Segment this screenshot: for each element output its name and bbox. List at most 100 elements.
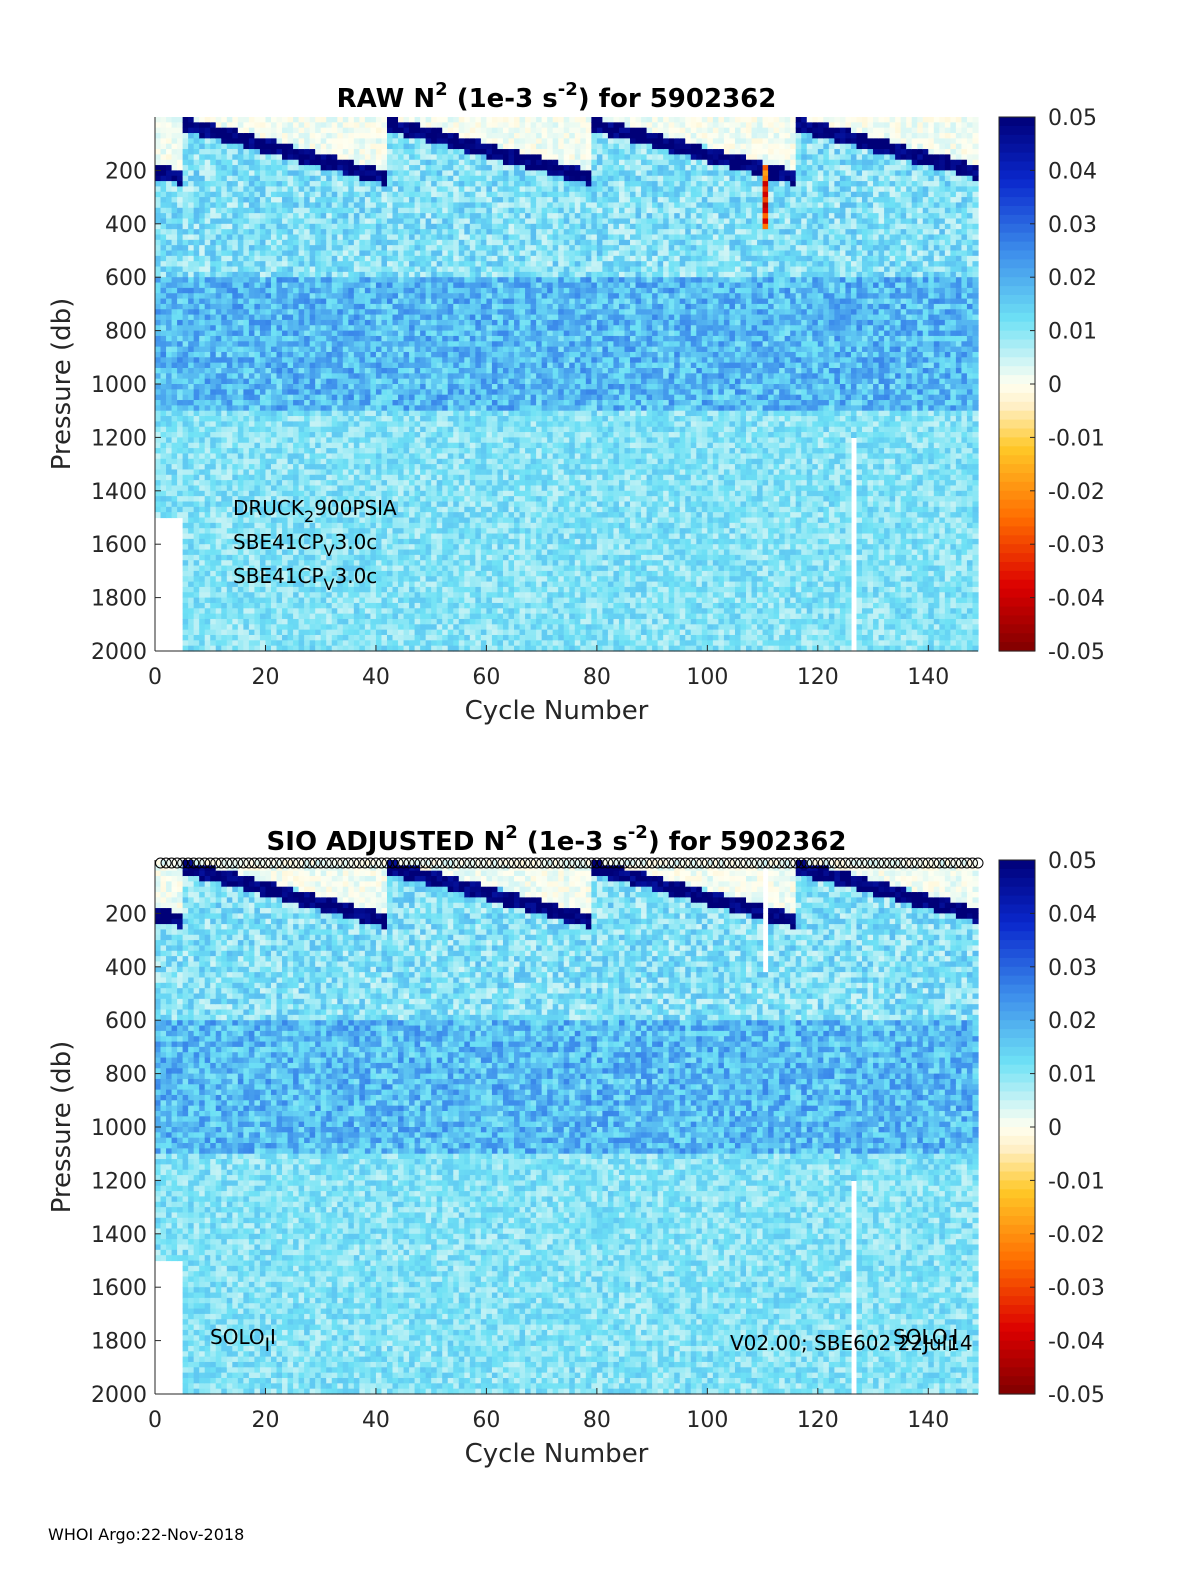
profile-marker	[348, 857, 360, 869]
profile-marker	[812, 857, 824, 869]
profile-marker	[188, 857, 200, 869]
profile-marker	[508, 857, 520, 869]
colorbar-step	[999, 1296, 1035, 1306]
colorbar-tick-label: -0.05	[1048, 640, 1105, 665]
colorbar-tick-label: 0.04	[1048, 902, 1097, 927]
colorbar-step	[999, 419, 1035, 430]
profile-marker	[889, 857, 901, 869]
y-tick-label: 1800	[91, 1330, 147, 1355]
chart-panel-1: 0 20 40 60 80 100 120 140 200 400 600 800 1000 1200 14…	[47, 79, 1105, 726]
colorbar-tick-label: -0.03	[1048, 533, 1105, 558]
colorbar-step	[999, 633, 1035, 643]
profile-marker	[596, 857, 608, 869]
profile-marker	[221, 857, 233, 869]
colorbar-step	[999, 170, 1035, 180]
colorbar: 0.05 0.04 0.03 0.02 0.01 0 -0.01 -0.02 -0.03 -0.0…	[998, 849, 1105, 1408]
profile-marker	[618, 857, 630, 869]
profile-marker	[784, 857, 796, 869]
colorbar-step	[999, 1073, 1035, 1084]
colorbar-step	[999, 499, 1035, 510]
colorbar-step	[999, 544, 1035, 554]
colorbar-step	[999, 535, 1035, 545]
colorbar-step	[999, 117, 1035, 127]
footer-text: WHOI Argo:22-Nov-2018	[48, 1525, 244, 1544]
colorbar-step	[999, 562, 1035, 572]
chart-title: RAW N2 (1e-3 s-2) for 5902362	[337, 79, 777, 114]
colorbar-step	[999, 312, 1035, 323]
colorbar-step	[999, 268, 1035, 278]
colorbar-tick-label: 0.03	[1048, 213, 1097, 238]
colorbar-step	[999, 1046, 1035, 1057]
profile-marker	[326, 857, 338, 869]
colorbar-step	[999, 526, 1035, 536]
colorbar-step	[999, 197, 1035, 207]
colorbar-step	[999, 508, 1035, 519]
profile-marker	[353, 857, 365, 869]
colorbar-tick-label: 0.05	[1048, 849, 1097, 874]
colorbar-step	[999, 143, 1035, 154]
profile-marker	[740, 857, 752, 869]
profile-marker	[768, 857, 780, 869]
x-tick-label: 60	[472, 665, 500, 690]
colorbar-tick-label: -0.03	[1048, 1276, 1105, 1301]
colorbar-step	[999, 1118, 1035, 1128]
colorbar-tick-label: -0.04	[1048, 587, 1105, 612]
profile-marker	[359, 857, 371, 869]
profile-marker	[370, 857, 382, 869]
colorbar: 0.05 0.04 0.03 0.02 0.01 0 -0.01 -0.02 -0.03 -0.0…	[998, 106, 1105, 665]
profile-marker	[469, 857, 481, 869]
profile-marker	[817, 857, 829, 869]
colorbar-step	[999, 401, 1035, 412]
profile-marker	[679, 857, 691, 869]
colorbar-tick-label: -0.05	[1048, 1383, 1105, 1408]
colorbar-step	[999, 1331, 1035, 1342]
x-tick-label: 140	[907, 1408, 949, 1433]
colorbar-tick-label: -0.02	[1048, 480, 1105, 505]
colorbar-step	[999, 357, 1035, 367]
profile-marker	[166, 857, 178, 869]
profile-marker	[939, 857, 951, 869]
profile-marker	[320, 857, 332, 869]
profile-marker	[663, 857, 675, 869]
profile-marker	[259, 857, 271, 869]
colorbar-tick-label: 0	[1048, 1116, 1062, 1141]
y-tick-label: 200	[105, 159, 147, 184]
profile-marker	[392, 857, 404, 869]
colorbar-tick-label: -0.04	[1048, 1330, 1105, 1355]
colorbar-tick-label: -0.01	[1048, 426, 1105, 451]
profile-marker	[955, 857, 967, 869]
y-tick-label: 200	[105, 902, 147, 927]
profile-marker	[265, 857, 277, 869]
colorbar-step	[999, 913, 1035, 923]
colorbar-step	[999, 993, 1035, 1003]
colorbar-step	[999, 922, 1035, 932]
colorbar-step	[999, 330, 1035, 341]
colorbar-step	[999, 1349, 1035, 1359]
profile-marker	[751, 857, 763, 869]
profile-marker	[398, 857, 410, 869]
profile-marker	[193, 857, 205, 869]
profile-marker	[972, 857, 984, 869]
profile-marker	[878, 857, 890, 869]
y-tick-label: 600	[105, 266, 147, 291]
colorbar-tick-label: 0.02	[1048, 266, 1097, 291]
x-tick-label: 100	[686, 665, 728, 690]
profile-marker	[591, 857, 603, 869]
x-tick-label: 20	[251, 665, 279, 690]
profile-marker	[933, 857, 945, 869]
colorbar-step	[999, 125, 1035, 136]
profile-marker	[867, 857, 879, 869]
y-tick-label: 600	[105, 1009, 147, 1034]
profile-marker	[282, 857, 294, 869]
colorbar-step	[999, 1144, 1035, 1155]
profile-marker	[475, 857, 487, 869]
profile-marker	[248, 857, 260, 869]
colorbar-step	[999, 517, 1035, 527]
colorbar-step	[999, 1224, 1035, 1235]
y-tick-label: 400	[105, 956, 147, 981]
profile-marker	[635, 857, 647, 869]
profile-marker	[862, 857, 874, 869]
profile-marker	[530, 857, 542, 869]
profile-marker	[911, 857, 923, 869]
profile-marker	[707, 857, 719, 869]
